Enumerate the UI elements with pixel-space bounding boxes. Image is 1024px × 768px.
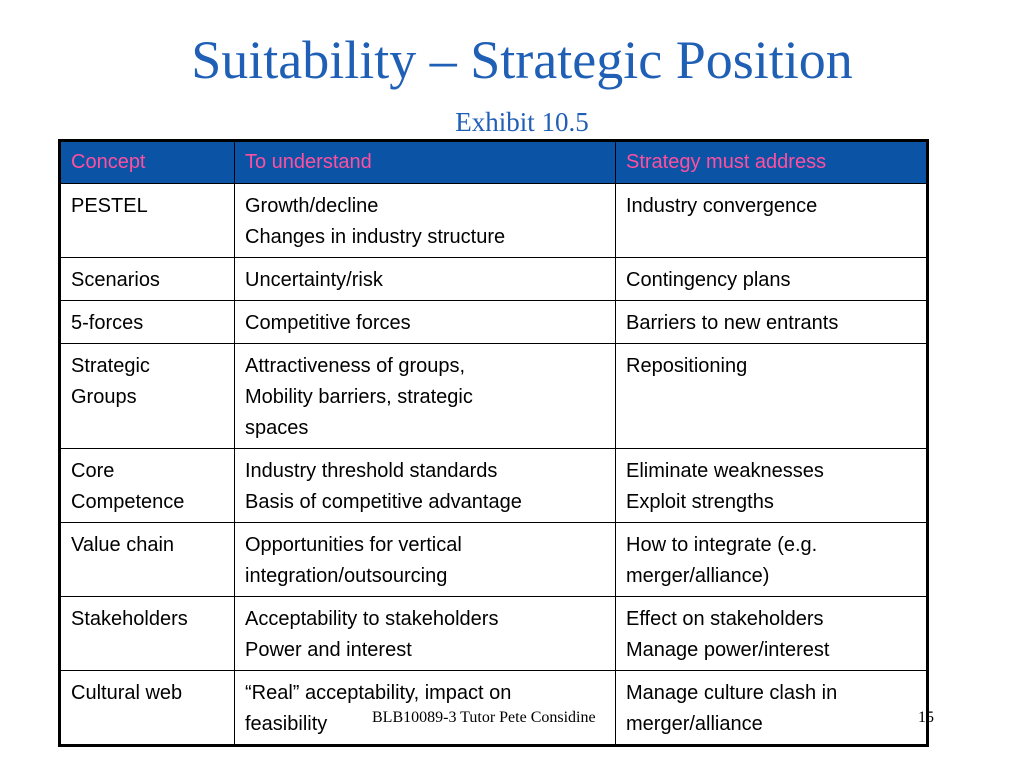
cell-concept: Cultural web [60,670,235,745]
cell-concept: PESTEL [60,183,235,258]
cell-line: Opportunities for vertical [245,534,462,556]
slide-title: Suitability – Strategic Position [191,30,853,90]
cell-line: Scenarios [71,269,160,291]
cell-to-understand: Attractiveness of groups, Mobility barrie… [234,343,616,449]
cell-line: Contingency plans [626,269,791,291]
table-row: 5-forces Competitive forces Barriers to ne… [60,300,927,344]
header-to-understand: To understand [234,141,616,184]
cell-line: Manage culture clash in [626,682,838,704]
cell-line: Cultural web [71,682,183,704]
table-row: PESTEL Growth/decline Changes in industry … [60,183,927,258]
cell-to-understand: Growth/decline Changes in industry struct… [234,183,616,258]
cell-line: Industry convergence [626,195,818,217]
cell-line: How to integrate (e.g. [626,534,818,556]
cell-strategy-must-address: Industry convergence [615,183,927,258]
table-row: Value chain Opportunities for vertical int… [60,522,927,597]
table-row: Core Competence Industry threshold standar… [60,448,927,523]
cell-concept: Core Competence [60,448,235,523]
cell-line: Attractiveness of groups, [245,355,466,377]
cell-to-understand: Opportunities for vertical integration/ou… [234,522,616,597]
cell-to-understand: Competitive forces [234,300,616,344]
cell-strategy-must-address: Contingency plans [615,257,927,301]
cell-concept: Scenarios [60,257,235,301]
cell-line: Mobility barriers, strategic [245,386,473,408]
cell-line: Groups [71,386,137,408]
cell-concept: Stakeholders [60,596,235,671]
cell-line: Value chain [71,534,175,556]
cell-line: Eliminate weaknesses [626,460,824,482]
cell-line: merger/alliance) [626,565,770,587]
cell-line: Industry threshold standards [245,460,498,482]
cell-to-understand: “Real” acceptability, impact on feasibili… [234,670,616,745]
cell-line: Core [71,460,115,482]
cell-strategy-must-address: Eliminate weaknesses Exploit strengths [615,448,927,523]
cell-strategy-must-address: Repositioning [615,343,927,449]
cell-line: Basis of competitive advantage [245,491,522,513]
table-header-row: Concept To understand Strategy must addr… [60,141,927,184]
cell-line: Competitive forces [245,312,411,334]
cell-line: Effect on stakeholders [626,608,824,630]
footer-text: BLB10089-3 Tutor Pete Considine [372,709,596,726]
cell-line: integration/outsourcing [245,565,448,587]
table-row: Strategic Groups Attractiveness of groups,… [60,343,927,449]
cell-line: “Real” acceptability, impact on [245,682,512,704]
cell-line: feasibility [245,713,328,735]
slide-subtitle: Exhibit 10.5 [455,107,589,137]
table-row: Scenarios Uncertainty/risk Contingency pla… [60,257,927,301]
cell-strategy-must-address: How to integrate (e.g. merger/alliance) [615,522,927,597]
cell-line: spaces [245,417,309,439]
cell-line: Exploit strengths [626,491,774,513]
cell-line: Repositioning [626,355,748,377]
cell-line: Strategic [71,355,150,377]
cell-concept: Strategic Groups [60,343,235,449]
cell-line: merger/alliance [626,713,763,735]
header-concept: Concept [60,141,235,184]
cell-concept: 5-forces [60,300,235,344]
exhibit-table: Concept To understand Strategy must addr… [58,139,929,747]
cell-strategy-must-address: Manage culture clash in merger/alliance [615,670,927,745]
cell-line: Uncertainty/risk [245,269,383,291]
cell-line: Barriers to new entrants [626,312,839,334]
cell-strategy-must-address: Barriers to new entrants [615,300,927,344]
cell-line: 5-forces [71,312,144,334]
table-row: Stakeholders Acceptability to stakeholder… [60,596,927,671]
header-strategy-must-address: Strategy must address [615,141,927,184]
cell-to-understand: Industry threshold standards Basis of com… [234,448,616,523]
table-body: PESTEL Growth/decline Changes in industry … [60,183,927,745]
cell-line: Growth/decline [245,195,379,217]
cell-line: Acceptability to stakeholders [245,608,499,630]
cell-to-understand: Acceptability to stakeholders Power and i… [234,596,616,671]
cell-strategy-must-address: Effect on stakeholders Manage power/inter… [615,596,927,671]
cell-line: Manage power/interest [626,639,830,661]
table-row: Cultural web “Real” acceptability, impact… [60,670,927,745]
cell-concept: Value chain [60,522,235,597]
cell-to-understand: Uncertainty/risk [234,257,616,301]
cell-line: Competence [71,491,185,513]
cell-line: Stakeholders [71,608,188,630]
cell-line: Changes in industry structure [245,226,506,248]
cell-line: Power and interest [245,639,412,661]
page-number: 15 [918,709,934,726]
cell-line: PESTEL [71,195,148,217]
